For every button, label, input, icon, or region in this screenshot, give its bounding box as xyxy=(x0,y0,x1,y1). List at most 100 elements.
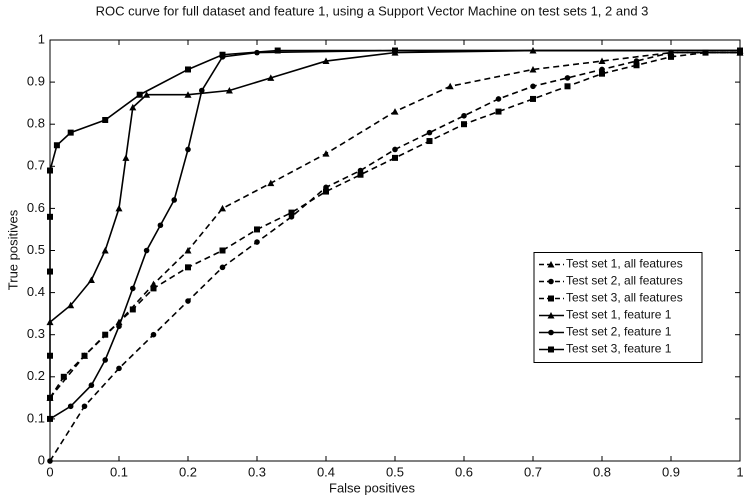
x-tick-label: 0.3 xyxy=(248,464,266,479)
marker xyxy=(199,87,205,94)
legend-label: Test set 1, feature 1 xyxy=(566,308,672,322)
marker xyxy=(116,365,122,372)
x-tick-label: 0.2 xyxy=(179,464,197,479)
marker xyxy=(392,154,398,161)
marker xyxy=(87,276,95,283)
marker xyxy=(185,66,191,73)
marker xyxy=(322,57,330,65)
y-tick-label: 0.5 xyxy=(27,242,45,257)
marker xyxy=(129,103,137,111)
y-tick-label: 0.9 xyxy=(27,74,45,89)
legend-box xyxy=(533,252,703,363)
y-tick-label: 0.2 xyxy=(27,368,45,383)
marker xyxy=(219,264,226,271)
marker xyxy=(323,188,329,195)
marker xyxy=(47,213,53,220)
marker xyxy=(548,295,554,302)
marker xyxy=(392,47,398,54)
marker xyxy=(219,247,226,254)
marker xyxy=(426,129,433,136)
marker xyxy=(357,171,364,178)
marker xyxy=(136,91,143,98)
legend-label: Test set 2, all features xyxy=(566,274,683,288)
marker xyxy=(461,112,467,119)
y-tick-label: 0.8 xyxy=(27,116,45,131)
roc-line xyxy=(49,49,740,420)
marker xyxy=(548,278,554,285)
x-tick-label: 0.7 xyxy=(524,464,542,479)
marker xyxy=(101,247,109,254)
y-axis-label: True positives xyxy=(5,209,20,290)
y-tick-label: 0.7 xyxy=(27,158,45,173)
marker xyxy=(47,415,53,422)
marker xyxy=(102,331,109,338)
y-tick-label: 0.1 xyxy=(27,410,45,425)
marker xyxy=(254,226,260,233)
marker xyxy=(47,458,53,464)
marker xyxy=(547,312,555,319)
marker xyxy=(81,352,88,359)
marker xyxy=(185,298,191,304)
x-tick-label: 0.4 xyxy=(317,464,335,479)
marker xyxy=(185,146,191,153)
marker xyxy=(219,51,226,58)
marker xyxy=(599,70,605,77)
marker xyxy=(143,91,151,98)
marker xyxy=(60,373,67,380)
legend-label: Test set 1, all features xyxy=(566,257,683,271)
y-tick-label: 0.3 xyxy=(27,326,45,341)
marker xyxy=(548,346,554,353)
marker xyxy=(322,150,330,157)
marker xyxy=(225,87,233,94)
marker xyxy=(548,329,554,336)
marker xyxy=(81,403,88,410)
marker xyxy=(185,264,191,271)
marker xyxy=(122,154,130,161)
marker xyxy=(530,95,536,102)
marker xyxy=(530,83,536,90)
marker xyxy=(150,285,157,292)
y-tick-label: 0.6 xyxy=(27,200,45,215)
roc-line xyxy=(49,51,740,399)
marker xyxy=(288,209,295,216)
x-tick-label: 0.9 xyxy=(662,464,680,479)
marker xyxy=(495,108,502,115)
roc-line xyxy=(49,51,740,462)
marker xyxy=(254,239,260,245)
legend-label: Test set 3, all features xyxy=(566,291,683,305)
x-tick-label: 1 xyxy=(736,464,743,479)
x-tick-label: 0.5 xyxy=(386,464,404,479)
marker xyxy=(219,204,226,212)
marker xyxy=(633,62,640,69)
marker xyxy=(102,116,109,123)
marker xyxy=(184,91,192,98)
marker xyxy=(564,75,571,81)
marker xyxy=(446,82,454,90)
marker xyxy=(47,268,53,275)
marker xyxy=(47,167,53,174)
x-axis-label: False positives xyxy=(329,480,415,495)
legend-label: Test set 3, feature 1 xyxy=(566,342,672,356)
marker xyxy=(116,323,122,330)
y-tick-label: 1 xyxy=(38,31,45,46)
marker xyxy=(53,142,60,149)
marker xyxy=(495,96,502,102)
x-tick-label: 0.1 xyxy=(110,464,128,479)
marker xyxy=(598,57,606,65)
marker xyxy=(184,247,192,254)
marker xyxy=(267,74,275,81)
marker xyxy=(150,331,157,338)
marker xyxy=(737,47,743,54)
y-tick-label: 0.4 xyxy=(27,284,45,299)
marker xyxy=(529,65,537,73)
marker xyxy=(461,121,467,128)
marker xyxy=(67,301,75,309)
legend-label: Test set 2, feature 1 xyxy=(566,325,672,339)
roc-line xyxy=(49,49,740,419)
legend: Test set 1, all features Test set 2, all … xyxy=(533,252,703,363)
marker xyxy=(391,108,399,115)
marker xyxy=(547,261,555,268)
marker xyxy=(274,47,281,54)
marker xyxy=(143,247,150,254)
